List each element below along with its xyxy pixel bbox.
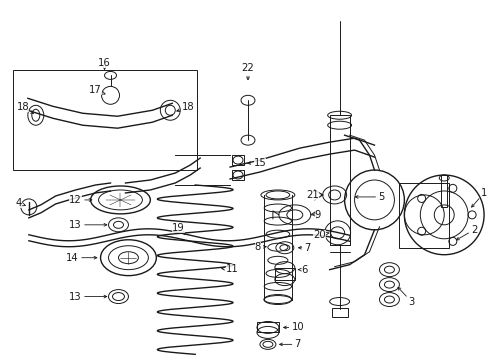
Text: 6: 6: [298, 265, 308, 275]
Text: 4: 4: [16, 198, 25, 208]
Bar: [399, 183, 449, 248]
Text: 17: 17: [89, 85, 105, 95]
Text: 13: 13: [70, 220, 107, 230]
Bar: [257, 323, 279, 332]
Text: 1: 1: [471, 188, 487, 207]
Text: 9: 9: [312, 210, 321, 220]
Bar: [232, 155, 244, 165]
Text: 20: 20: [314, 230, 329, 240]
Text: 21: 21: [306, 190, 323, 200]
Bar: [275, 268, 295, 280]
Text: 13: 13: [70, 292, 107, 302]
Text: 12: 12: [69, 195, 92, 205]
Bar: [13, 71, 197, 170]
Bar: [330, 115, 349, 245]
Bar: [441, 175, 447, 207]
Text: 5: 5: [355, 192, 385, 202]
Text: 2: 2: [456, 225, 477, 240]
Text: 7: 7: [280, 339, 301, 349]
Text: 7: 7: [298, 243, 311, 253]
Text: 16: 16: [98, 58, 111, 69]
Text: 11: 11: [222, 264, 239, 274]
Bar: [232, 170, 244, 180]
Bar: [332, 307, 347, 318]
Text: 18: 18: [177, 102, 195, 112]
Text: 22: 22: [242, 63, 254, 80]
Text: 14: 14: [66, 253, 97, 263]
Text: 19: 19: [172, 223, 185, 235]
Text: 18: 18: [17, 102, 34, 113]
Text: 3: 3: [398, 287, 415, 306]
Text: 10: 10: [284, 323, 304, 332]
Text: 15: 15: [248, 158, 267, 168]
Text: 8: 8: [255, 242, 266, 252]
